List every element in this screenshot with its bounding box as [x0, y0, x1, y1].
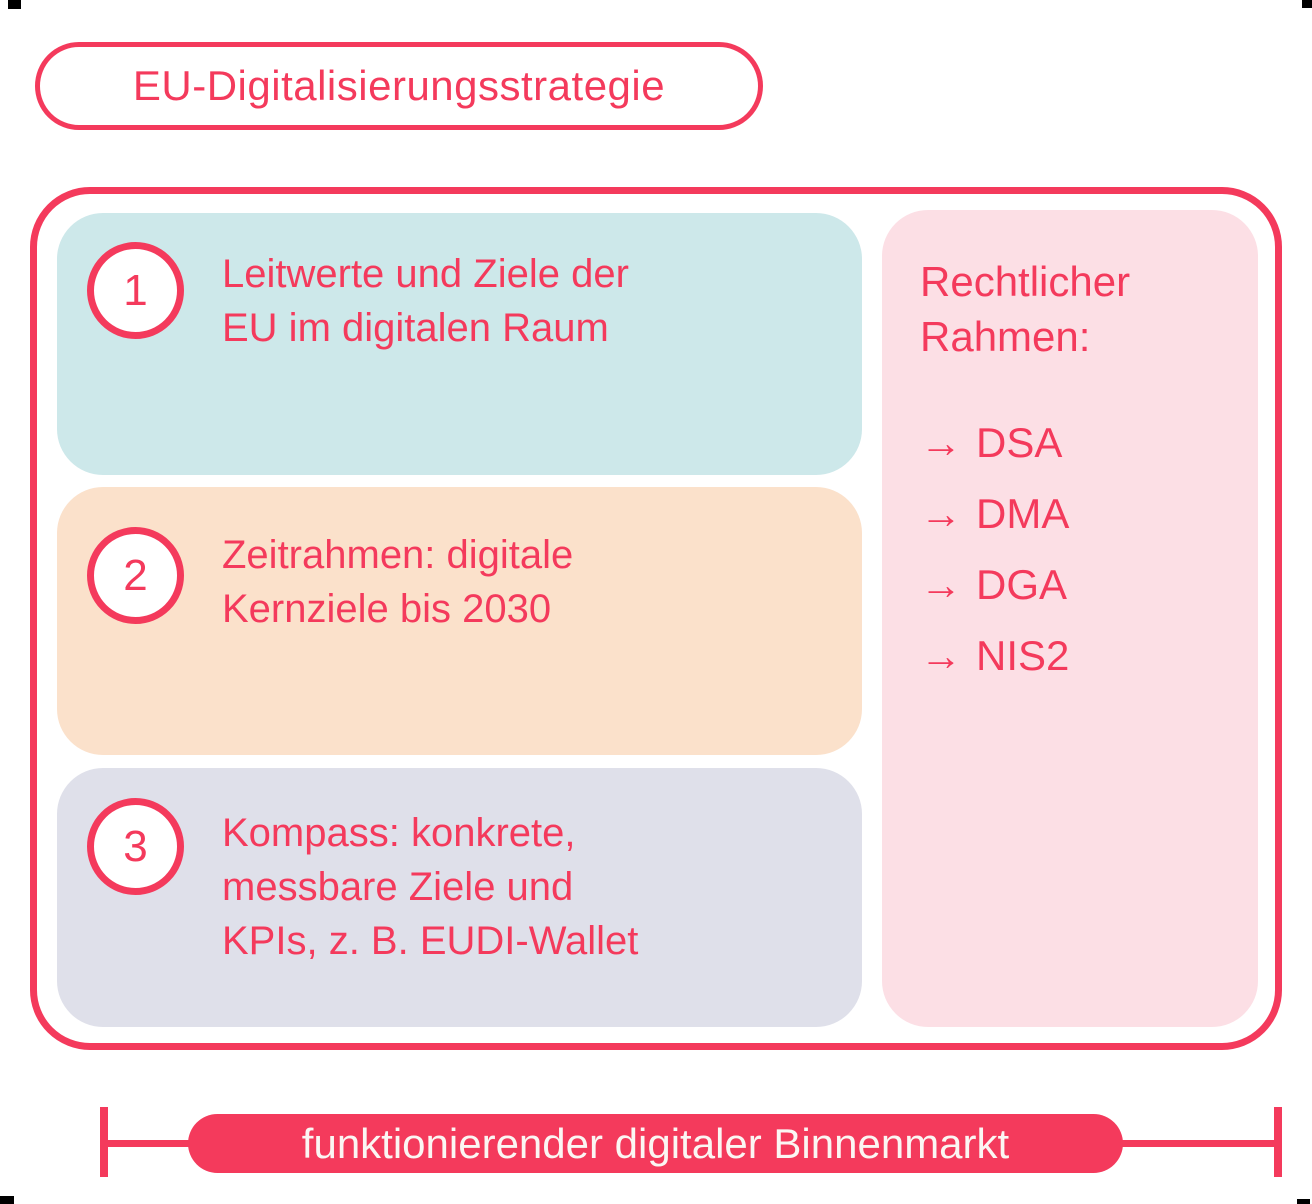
page-title: EU-Digitalisierungsstrategie — [132, 62, 666, 109]
arrow-right-icon: → — [920, 490, 962, 537]
legal-item-dma: → DMA — [920, 489, 1069, 539]
arrow-right-icon: → — [920, 561, 962, 608]
card-leitwerte: 1 Leitwerte und Ziele der EU im digitale… — [57, 213, 862, 475]
card-2-number-badge: 2 — [87, 527, 184, 624]
legal-item-dsa: → DSA — [920, 418, 1069, 468]
strategy-container — [30, 187, 1282, 1050]
title-pill: EU-Digitalisierungsstrategie — [35, 42, 763, 130]
card-zeitrahmen: 2 Zeitrahmen: digitale Kernziele bis 203… — [57, 487, 862, 755]
legal-item-label: DGA — [976, 561, 1068, 608]
legal-item-label: NIS2 — [976, 632, 1070, 679]
legal-panel-heading: Rechtlicher Rahmen: — [920, 258, 1131, 360]
card-3-number-badge: 3 — [87, 798, 184, 895]
card-1-text: Leitwerte und Ziele der EU im digitalen … — [222, 252, 629, 350]
legal-framework-panel: Rechtlicher Rahmen: → DSA → DMA → DGA → … — [882, 210, 1258, 1027]
legal-list: → DSA → DMA → DGA → NIS2 — [920, 418, 1069, 702]
card-2-text: Zeitrahmen: digitale Kernziele bis 2030 — [222, 533, 574, 631]
card-3-text: Kompass: konkrete, messbare Ziele und KP… — [222, 811, 639, 963]
crop-mark-bottom-left — [0, 1196, 14, 1204]
legal-item-label: DSA — [976, 419, 1063, 466]
footer-pill: funktionierender digitaler Binnenmarkt — [188, 1114, 1123, 1173]
legal-item-nis2: → NIS2 — [920, 631, 1069, 681]
crop-mark-bottom-right — [1297, 1199, 1310, 1204]
legal-item-dga: → DGA — [920, 560, 1069, 610]
crop-mark-top-left — [8, 0, 21, 9]
card-kompass: 3 Kompass: konkrete, messbare Ziele und … — [57, 768, 862, 1027]
card-1-number: 1 — [123, 265, 148, 315]
arrow-right-icon: → — [920, 419, 962, 466]
card-2-number: 2 — [123, 550, 148, 600]
crop-mark-top-right — [1302, 0, 1312, 8]
legal-item-label: DMA — [976, 490, 1070, 537]
footer-label: funktionierender digitaler Binnenmarkt — [301, 1119, 1010, 1167]
card-3-number: 3 — [123, 821, 148, 871]
arrow-right-icon: → — [920, 632, 962, 679]
span-line-right-cap — [1274, 1107, 1282, 1177]
card-1-number-badge: 1 — [87, 242, 184, 339]
